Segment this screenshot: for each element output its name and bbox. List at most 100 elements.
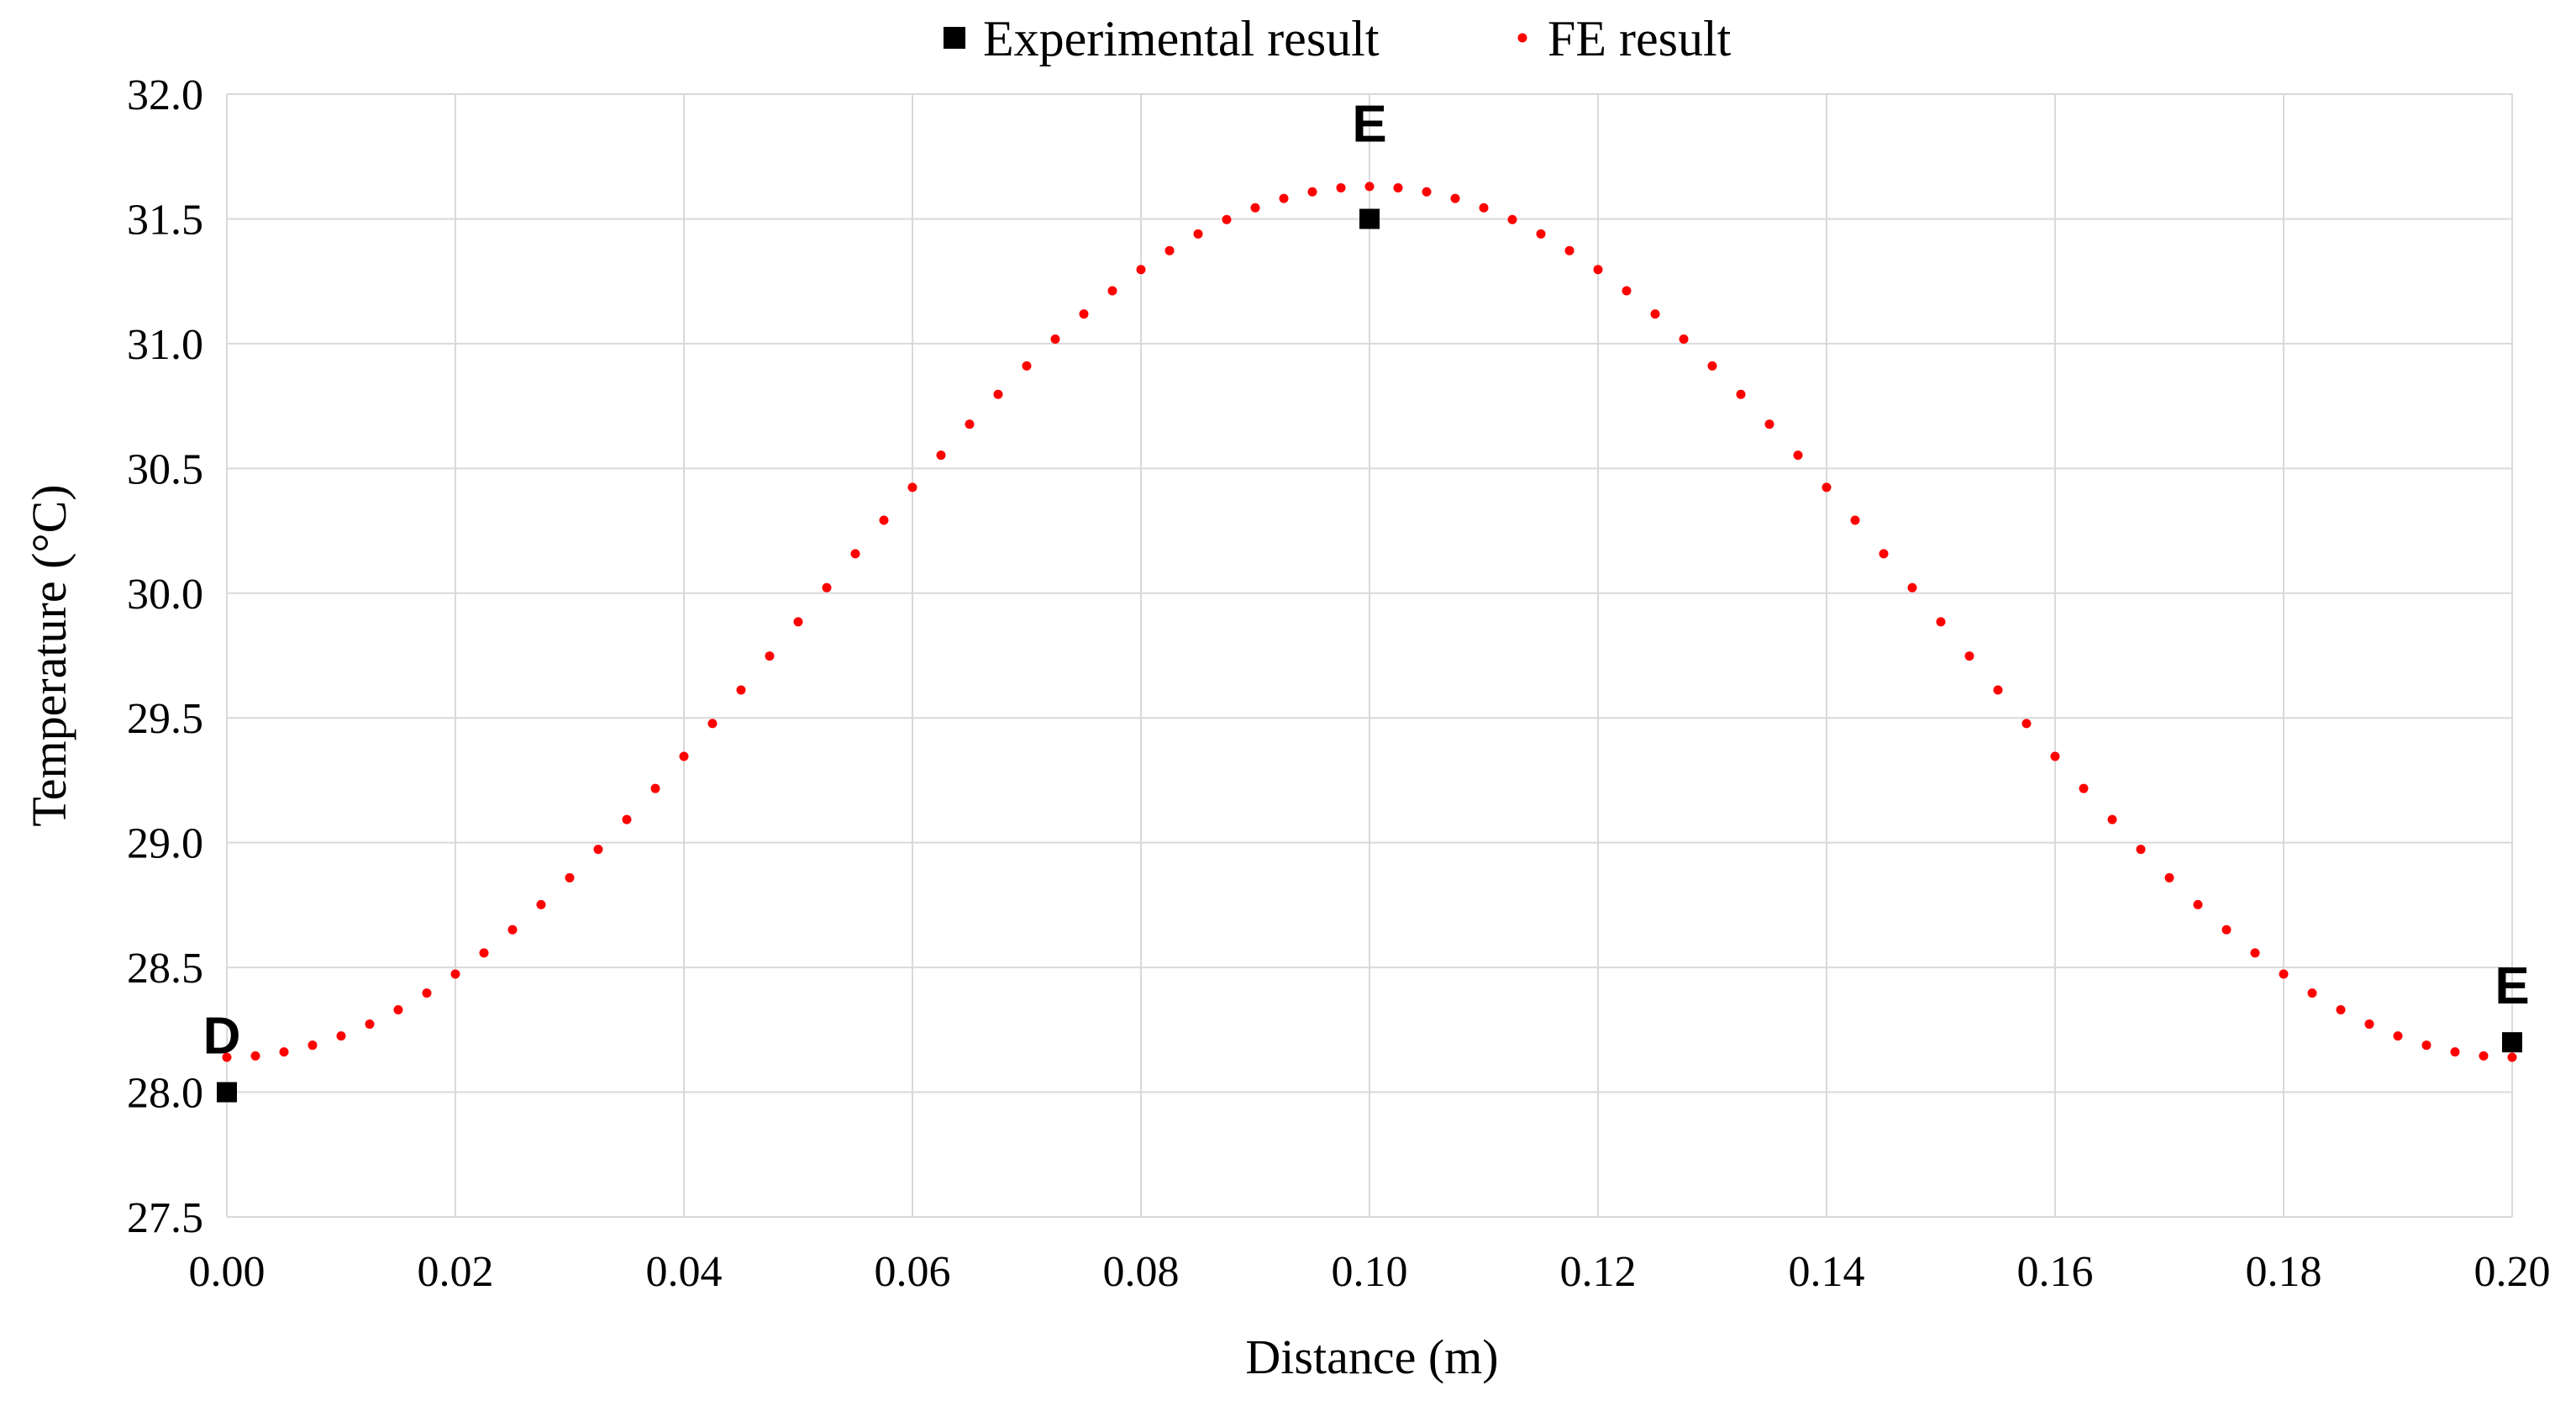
fe-point bbox=[2250, 948, 2260, 958]
fe-point bbox=[536, 899, 546, 909]
x-tick-label: 0.10 bbox=[1332, 1248, 1408, 1296]
fe-point bbox=[2079, 783, 2089, 793]
fe-point bbox=[907, 482, 917, 492]
fe-point bbox=[1222, 214, 1232, 224]
experimental-series bbox=[217, 208, 2522, 1103]
fe-point bbox=[1479, 203, 1489, 213]
fe-point bbox=[1650, 309, 1660, 319]
fe-point bbox=[2450, 1047, 2460, 1057]
fe-point bbox=[2164, 872, 2174, 882]
fe-point bbox=[965, 419, 975, 429]
legend-label-experimental: Experimental result bbox=[983, 11, 1380, 66]
x-tick-label: 0.00 bbox=[189, 1248, 265, 1296]
point-label: E bbox=[2495, 957, 2529, 1015]
fe-point bbox=[2021, 719, 2032, 729]
fe-point bbox=[393, 1005, 403, 1015]
y-tick-label: 29.5 bbox=[127, 695, 203, 743]
fe-point bbox=[2279, 969, 2289, 979]
fe-point bbox=[1393, 182, 1403, 192]
fe-point bbox=[279, 1047, 289, 1057]
fe-point bbox=[308, 1040, 318, 1051]
fe-point bbox=[1279, 193, 1289, 203]
fe-point bbox=[736, 685, 746, 695]
point-label: D bbox=[203, 1008, 241, 1066]
experimental-point bbox=[2502, 1032, 2522, 1053]
fe-point bbox=[765, 651, 775, 661]
fe-point bbox=[1822, 482, 1832, 492]
fe-point bbox=[1793, 450, 1803, 461]
fe-point bbox=[250, 1051, 260, 1061]
y-tick-label: 31.0 bbox=[127, 321, 203, 369]
fe-point bbox=[1450, 193, 1460, 203]
fe-point bbox=[1736, 389, 1746, 399]
fe-point bbox=[1364, 182, 1375, 192]
y-axis-title: Temperature (°C) bbox=[22, 484, 76, 826]
fe-point bbox=[1250, 203, 1260, 213]
x-tick-label: 0.04 bbox=[646, 1248, 723, 1296]
legend-label-fe: FE result bbox=[1548, 11, 1732, 66]
fe-point bbox=[707, 719, 718, 729]
fe-point bbox=[1993, 685, 2003, 695]
x-tick-label: 0.02 bbox=[418, 1248, 494, 1296]
fe-point bbox=[1193, 229, 1203, 239]
fe-point bbox=[1679, 334, 1689, 344]
fe-point bbox=[1507, 214, 1517, 224]
fe-point bbox=[993, 389, 1003, 399]
y-tick-label: 28.5 bbox=[127, 945, 203, 993]
fe-point bbox=[565, 872, 575, 882]
fe-point bbox=[1936, 617, 1946, 627]
fe-point bbox=[507, 924, 518, 935]
x-tick-label: 0.12 bbox=[1560, 1248, 1637, 1296]
fe-point bbox=[1850, 515, 1860, 525]
fe-point bbox=[1707, 361, 1717, 371]
fe-point bbox=[2107, 814, 2117, 824]
experimental-point bbox=[1359, 208, 1380, 229]
tick-labels: 27.5 28.0 28.5 29.0 29.5 30.0 30.5 31.0 31.5 32.0… bbox=[127, 71, 2551, 1296]
fe-point bbox=[1422, 187, 1432, 197]
fe-point bbox=[1907, 582, 1917, 593]
fe-point bbox=[622, 814, 632, 824]
experimental-point bbox=[217, 1082, 237, 1103]
fe-point bbox=[2221, 924, 2232, 935]
fe-point bbox=[1307, 187, 1317, 197]
fe-point bbox=[479, 948, 489, 958]
fe-point bbox=[593, 845, 603, 855]
fe-point bbox=[1136, 265, 1146, 275]
fe-point bbox=[2364, 1019, 2374, 1030]
fe-point bbox=[1879, 549, 1889, 559]
fe-point bbox=[1079, 309, 1089, 319]
fe-point bbox=[822, 582, 832, 593]
fe-point bbox=[1764, 419, 1774, 429]
fe-point bbox=[879, 515, 889, 525]
y-tick-label: 30.5 bbox=[127, 445, 203, 493]
point-label: E bbox=[1352, 95, 1386, 153]
x-axis-title: Distance (m) bbox=[1245, 1330, 1498, 1384]
annotations: D E E bbox=[203, 95, 2530, 1065]
fe-point bbox=[679, 751, 689, 761]
fe-point bbox=[850, 549, 860, 559]
fe-point bbox=[2050, 751, 2060, 761]
fe-point bbox=[1536, 229, 1546, 239]
fe-point bbox=[1564, 245, 1575, 255]
fe-point bbox=[650, 783, 660, 793]
y-tick-label: 29.0 bbox=[127, 820, 203, 868]
legend: Experimental result FE result bbox=[944, 11, 1732, 66]
fe-point bbox=[1164, 245, 1175, 255]
fe-point bbox=[2421, 1040, 2431, 1051]
fe-point bbox=[365, 1019, 375, 1030]
legend-marker-fe bbox=[1517, 33, 1527, 43]
fe-point bbox=[1022, 361, 1032, 371]
y-tick-label: 30.0 bbox=[127, 571, 203, 619]
y-tick-label: 32.0 bbox=[127, 71, 203, 119]
fe-point bbox=[2507, 1052, 2517, 1062]
grid bbox=[226, 93, 2513, 1218]
fe-series bbox=[222, 182, 2517, 1062]
fe-point bbox=[936, 450, 946, 461]
fe-point bbox=[2479, 1051, 2489, 1061]
fe-point bbox=[2193, 899, 2203, 909]
fe-point bbox=[222, 1052, 232, 1062]
fe-point bbox=[422, 988, 432, 998]
fe-point bbox=[2307, 988, 2317, 998]
fe-point bbox=[450, 969, 460, 979]
